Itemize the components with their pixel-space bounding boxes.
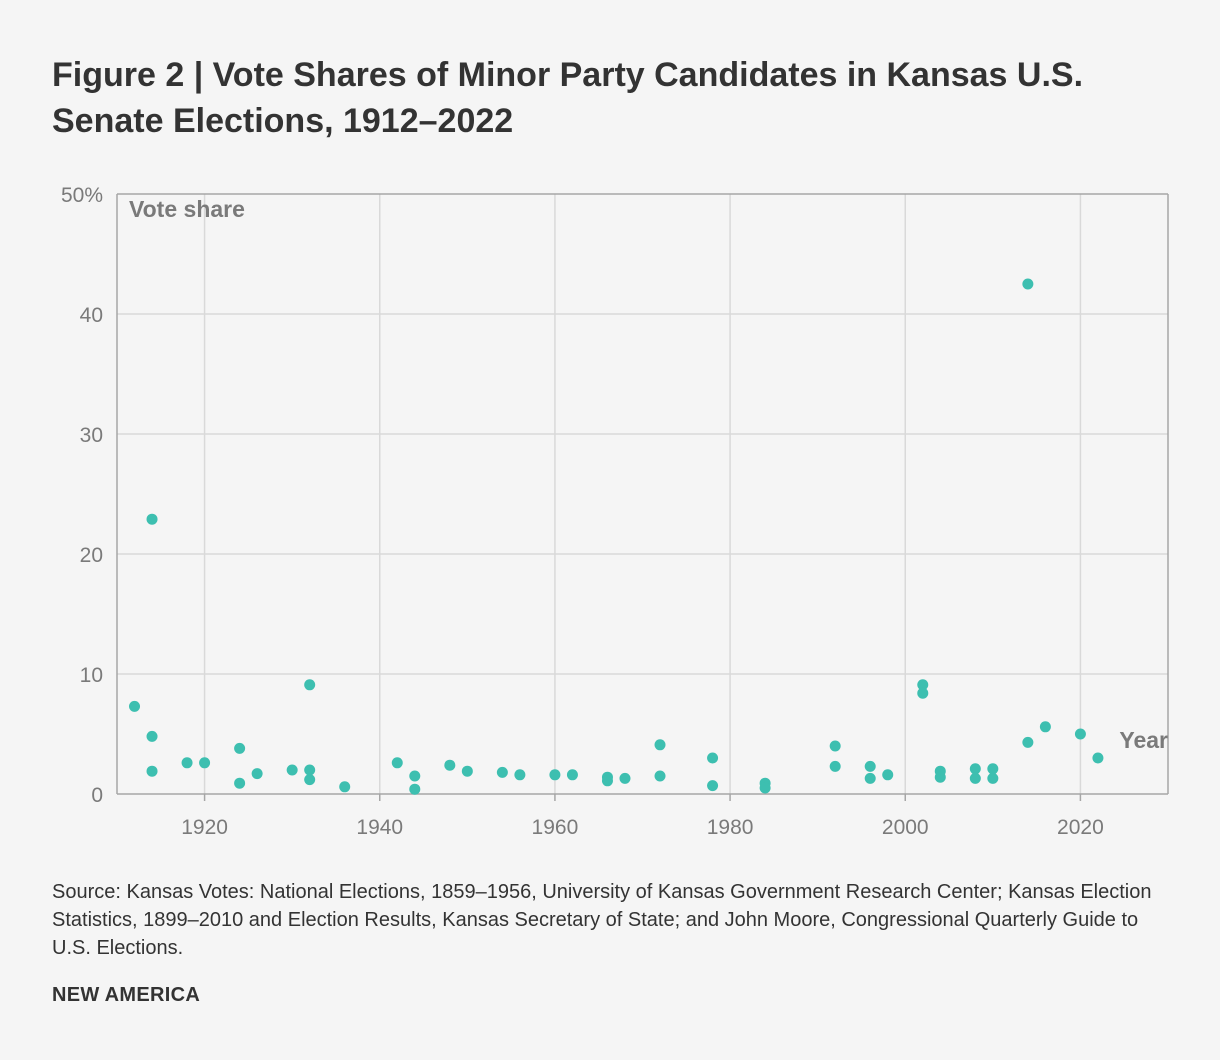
- data-point: [987, 763, 999, 775]
- data-point: [304, 679, 316, 691]
- x-tick-label: 2020: [1057, 816, 1104, 839]
- chart-title: Figure 2 | Vote Shares of Minor Party Ca…: [52, 56, 1084, 140]
- data-point: [1092, 752, 1104, 764]
- data-point: [286, 764, 298, 776]
- data-point: [391, 757, 403, 769]
- data-point: [864, 772, 876, 784]
- data-point: [759, 782, 771, 794]
- data-point: [654, 770, 666, 782]
- data-point: [917, 687, 929, 699]
- tick-labels: 0 10 20 30 40 50% 1920 1940 1960 1980 2000 2020: [61, 184, 1104, 839]
- data-point: [1022, 278, 1034, 290]
- grid-lines: [117, 194, 1168, 794]
- data-point: [654, 739, 666, 751]
- data-point: [829, 760, 841, 772]
- y-tick-label: 50%: [61, 184, 103, 207]
- data-point: [707, 752, 719, 764]
- data-point: [601, 775, 613, 787]
- x-tick-label: 1960: [532, 816, 579, 839]
- source-note: Source: Kansas Votes: National Elections…: [52, 881, 1152, 959]
- data-point: [181, 757, 193, 769]
- x-tick-label: 1920: [181, 816, 228, 839]
- data-point: [444, 759, 456, 771]
- data-point: [409, 783, 421, 795]
- data-point: [234, 742, 246, 754]
- brand-logo-text: NEW AMERICA: [52, 984, 201, 1006]
- x-tick-label: 1980: [707, 816, 754, 839]
- data-point: [129, 700, 141, 712]
- y-axis-title: Vote share: [129, 196, 245, 222]
- y-tick-label: 40: [80, 304, 103, 327]
- data-point: [566, 769, 578, 781]
- data-point: [304, 764, 316, 776]
- data-point: [917, 679, 929, 691]
- data-point: [339, 781, 351, 793]
- x-tick-label: 2000: [882, 816, 929, 839]
- data-point: [1039, 721, 1051, 733]
- data-point: [146, 513, 158, 525]
- data-point: [1022, 736, 1034, 748]
- x-tick-label: 1940: [356, 816, 403, 839]
- data-point: [969, 772, 981, 784]
- data-point: [199, 757, 211, 769]
- y-tick-label: 20: [80, 544, 103, 567]
- y-tick-label: 30: [80, 424, 103, 447]
- data-point: [987, 772, 999, 784]
- data-point: [496, 766, 508, 778]
- y-tick-label: 10: [80, 664, 103, 687]
- data-point: [829, 740, 841, 752]
- data-point: [234, 777, 246, 789]
- data-point: [707, 780, 719, 792]
- data-points: [129, 278, 1104, 795]
- data-point: [146, 730, 158, 742]
- data-point: [146, 765, 158, 777]
- data-point: [549, 769, 561, 781]
- data-point: [304, 774, 316, 786]
- axes: [116, 193, 1169, 801]
- data-point: [409, 770, 421, 782]
- y-tick-label: 0: [91, 784, 103, 807]
- data-point: [619, 772, 631, 784]
- data-point: [864, 760, 876, 772]
- data-point: [882, 769, 894, 781]
- data-point: [1074, 728, 1086, 740]
- data-point: [251, 768, 263, 780]
- data-point: [514, 769, 526, 781]
- data-point: [934, 771, 946, 783]
- x-axis-title: Year: [1119, 727, 1168, 753]
- data-point: [969, 763, 981, 775]
- data-point: [461, 765, 473, 777]
- scatter-chart: 0 10 20 30 40 50% 1920 1940 1960 1980 2000 2020 Vot…: [61, 184, 1169, 839]
